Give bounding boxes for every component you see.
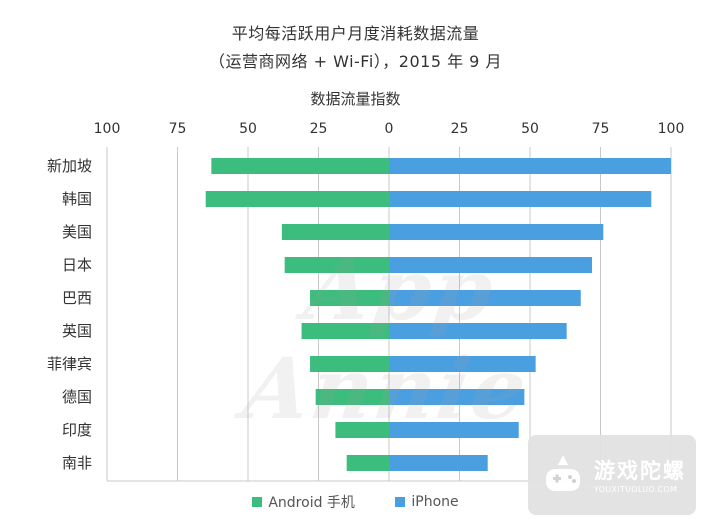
legend-item-iphone[interactable]: iPhone [395,494,459,510]
bar-android-7 [315,389,389,405]
chart-title: 平均每活跃用户月度消耗数据流量 [231,24,480,43]
category-label-usa: 美国 [61,223,92,241]
tick-label-right-75: 75 [591,121,610,137]
category-label-brazil: 巴西 [61,289,92,307]
controller-logo-icon [546,455,580,491]
tick-label-zero: 0 [384,121,394,137]
bar-android-1 [205,191,389,207]
category-label-singapore: 新加坡 [46,157,92,175]
category-label-philippines: 菲律宾 [46,355,92,373]
source-badge: 游戏陀螺 YOUXITUOLUO.COM [528,435,696,515]
legend-label-iphone: iPhone [411,494,459,510]
category-label-india: 印度 [61,421,92,439]
bar-android-6 [310,356,389,372]
bar-iphone-5 [389,323,567,339]
badge-name: 游戏陀螺 [594,459,686,483]
bar-iphone-7 [389,389,525,405]
bar-android-4 [310,290,389,306]
tick-label-left-50: 50 [239,121,257,137]
bar-iphone-0 [389,158,671,174]
tick-label-left-100: 100 [93,121,121,137]
tick-label-right-25: 25 [450,121,469,137]
bar-iphone-3 [389,257,593,273]
bar-iphone-9 [389,455,488,471]
legend-swatch-android [252,497,263,507]
tick-label-right-100: 100 [657,121,685,137]
badge-url: YOUXITUOLUO.COM [594,485,678,494]
bar-iphone-4 [389,290,581,306]
legend-swatch-iphone [395,497,406,507]
tick-label-right-50: 50 [521,121,539,137]
category-label-south-africa: 南非 [61,454,92,472]
bar-android-5 [301,323,389,339]
legend: Android 手机 iPhone [0,492,711,512]
category-label-japan: 日本 [61,256,92,274]
legend-label-android: Android 手机 [268,495,355,511]
bar-android-9 [346,455,389,471]
bar-android-8 [335,422,389,438]
bar-iphone-8 [389,422,519,438]
bar-android-2 [281,224,389,240]
bar-iphone-6 [389,356,536,372]
bar-android-3 [284,257,389,273]
bar-iphone-2 [389,224,604,240]
category-label-uk: 英国 [61,322,92,340]
bar-android-0 [211,158,389,174]
legend-item-android[interactable]: Android 手机 [252,492,355,512]
bar-iphone-1 [389,191,652,207]
tick-label-left-75: 75 [168,121,187,137]
x-axis-title: 数据流量指数 [310,90,401,108]
chart-subtitle: （运营商网络 + Wi-Fi），2015 年 9 月 [209,52,502,71]
category-label-germany: 德国 [61,388,92,406]
category-label-korea: 韩国 [61,190,92,208]
tick-label-left-25: 25 [309,121,328,137]
